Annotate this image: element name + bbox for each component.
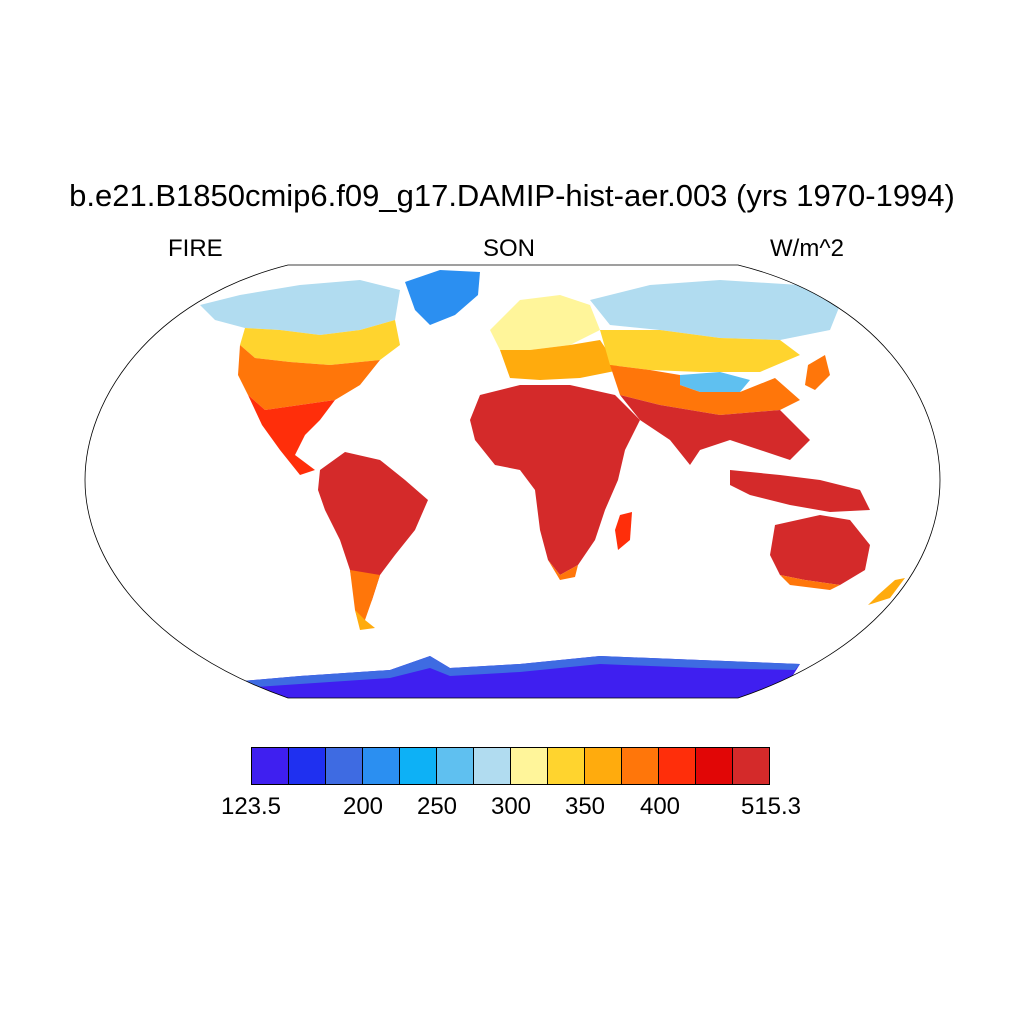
colorbar-box xyxy=(696,748,733,784)
colorbar-tick-label: 350 xyxy=(564,793,606,820)
colorbar-box xyxy=(400,748,437,784)
tibet-region xyxy=(680,372,750,392)
colorbar-box xyxy=(363,748,400,784)
middle-asia-region xyxy=(610,365,800,415)
south-asia-region xyxy=(620,395,810,465)
colorbar-tick-label: 400 xyxy=(639,793,681,820)
colorbar-tick-label: 300 xyxy=(490,793,532,820)
indonesia-region xyxy=(730,470,870,512)
central-america-region xyxy=(248,395,335,475)
south-africa-region xyxy=(548,560,578,580)
siberia-region xyxy=(590,280,840,340)
antarctica-region xyxy=(230,656,800,698)
japan-region xyxy=(805,355,830,390)
colorbar-box xyxy=(474,748,511,784)
map-title: b.e21.B1850cmip6.f09_g17.DAMIP-hist-aer.… xyxy=(69,178,955,213)
madagascar-region xyxy=(615,512,632,550)
colorbar-tick-label: 250 xyxy=(416,793,458,820)
colorbar xyxy=(251,747,770,785)
patagonia-region xyxy=(355,610,375,630)
south-america-south-region xyxy=(350,570,380,628)
greenland-region xyxy=(405,270,480,325)
units-label: W/m^2 xyxy=(770,235,844,262)
colorbar-box xyxy=(548,748,585,784)
antarctica-edge-region xyxy=(230,656,800,688)
colorbar-tick-label: 515.3 xyxy=(740,793,802,820)
colorbar-tick-label: 123.5 xyxy=(220,793,282,820)
colorbar-box xyxy=(659,748,696,784)
variable-label: FIRE xyxy=(168,235,223,262)
colorbar-box xyxy=(252,748,289,784)
europe-north-region xyxy=(490,295,600,350)
colorbar-tick-label: 200 xyxy=(342,793,384,820)
colorbar-box xyxy=(437,748,474,784)
season-label: SON xyxy=(483,235,536,262)
africa-region xyxy=(470,385,640,575)
colorbar-box xyxy=(289,748,326,784)
colorbar-box xyxy=(733,748,769,784)
colorbar-box xyxy=(511,748,548,784)
europe-south-region xyxy=(500,340,620,380)
colorbar-box xyxy=(326,748,363,784)
colorbar-box xyxy=(585,748,622,784)
australia-region xyxy=(770,515,870,585)
south-america-region xyxy=(318,452,428,620)
north-america-warm-region xyxy=(240,320,400,365)
colorbar-box xyxy=(622,748,659,784)
north-america-hot-region xyxy=(238,345,380,410)
north-america-region xyxy=(200,280,400,335)
new-zealand-region xyxy=(868,578,905,605)
central-asia-region xyxy=(600,330,800,372)
globe-outline xyxy=(84,264,941,699)
australia-south-region xyxy=(780,575,840,590)
